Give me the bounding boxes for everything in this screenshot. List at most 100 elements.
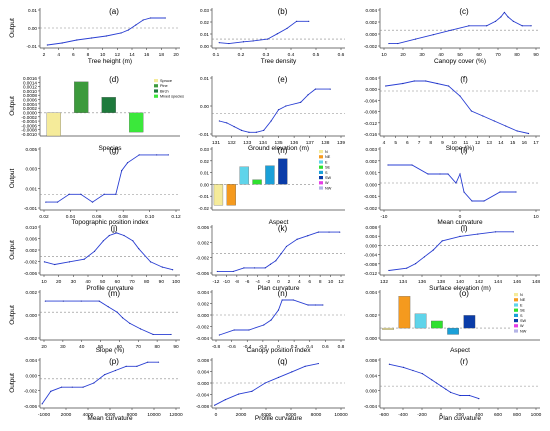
legend-label: SW bbox=[325, 176, 332, 180]
x-tick-label: 70 bbox=[136, 344, 142, 350]
data-point bbox=[157, 361, 160, 363]
x-tick-label: 15 bbox=[510, 140, 516, 146]
y-tick-label: 0.004 bbox=[198, 370, 210, 375]
x-tick-label: 10 bbox=[41, 279, 47, 285]
y-tick-label: 0.000 bbox=[366, 389, 378, 394]
x-tick-label: 6000 bbox=[105, 412, 116, 418]
x-tick-label: 13 bbox=[487, 140, 493, 146]
panel-label: (p) bbox=[109, 357, 119, 366]
legend-label: Mixed species bbox=[160, 95, 184, 99]
data-point bbox=[530, 25, 532, 27]
data-point bbox=[80, 193, 82, 195]
data-point bbox=[152, 333, 154, 336]
data-point bbox=[93, 250, 96, 252]
data-point bbox=[515, 191, 517, 193]
x-tick-label: 6000 bbox=[286, 412, 297, 418]
legend-label: S bbox=[325, 171, 328, 175]
legend-label: E bbox=[520, 303, 523, 307]
y-tick-label: 0.000 bbox=[366, 87, 378, 92]
x-tick-label: 138 bbox=[321, 140, 329, 146]
data-point bbox=[455, 182, 457, 184]
series-line bbox=[44, 232, 173, 271]
data-point bbox=[43, 261, 46, 263]
data-point bbox=[296, 238, 298, 240]
legend-swatch bbox=[319, 165, 323, 169]
panel-r: 0.008 0.004 0.000 -0.004 (r) Plan curvature -6… bbox=[364, 357, 542, 422]
x-tick-label: 16 bbox=[522, 140, 528, 146]
x-tick-label: 8 bbox=[87, 52, 90, 58]
y-tick-label: 0.002 bbox=[366, 313, 378, 318]
data-point bbox=[240, 129, 243, 131]
y-tick-label: -0.012 bbox=[364, 271, 377, 276]
data-point bbox=[277, 109, 280, 111]
y-tick-label: 0.000 bbox=[26, 313, 38, 318]
data-point bbox=[115, 193, 117, 195]
x-tick-label: 17 bbox=[533, 140, 539, 146]
x-tick-label: 11 bbox=[463, 140, 468, 146]
x-tick-label: 60 bbox=[115, 279, 121, 285]
x-tick-label: 133 bbox=[243, 140, 251, 146]
data-point bbox=[285, 245, 288, 248]
x-tick-label: -12 bbox=[213, 279, 220, 285]
data-point bbox=[471, 200, 473, 202]
x-tick-label: 134 bbox=[259, 140, 267, 146]
data-point bbox=[46, 44, 48, 46]
y-tick-label: 0.01 bbox=[28, 8, 37, 13]
data-point bbox=[264, 267, 266, 269]
x-tick-label: 136 bbox=[418, 279, 426, 285]
bar bbox=[74, 81, 89, 113]
legend-label: W bbox=[520, 324, 524, 328]
panel-label: (f) bbox=[460, 75, 468, 84]
x-tick-label: 8000 bbox=[127, 412, 138, 418]
bar bbox=[252, 179, 262, 185]
data-point bbox=[121, 317, 124, 319]
x-tick-label: -400 bbox=[398, 412, 408, 418]
data-point bbox=[270, 319, 272, 321]
y-tick-label: -0.016 bbox=[364, 132, 377, 137]
y-tick-label: 0.0016 bbox=[23, 76, 37, 81]
data-point bbox=[425, 80, 427, 82]
data-point bbox=[478, 398, 480, 400]
x-tick-label: 0.5 bbox=[313, 52, 320, 58]
data-point bbox=[493, 120, 495, 122]
data-point bbox=[292, 299, 294, 301]
y-tick-label: -0.004 bbox=[196, 336, 209, 341]
data-point bbox=[459, 235, 461, 237]
data-point bbox=[243, 267, 245, 269]
data-point bbox=[269, 263, 272, 265]
data-point bbox=[142, 19, 144, 21]
x-tick-label: -0.8 bbox=[212, 344, 221, 350]
x-tick-label: 139 bbox=[337, 140, 345, 146]
data-point bbox=[161, 266, 163, 268]
data-point bbox=[121, 170, 123, 172]
x-axis-label: Slope (%) bbox=[96, 347, 125, 354]
data-point bbox=[56, 201, 59, 203]
y-tick-label: -0.006 bbox=[196, 271, 209, 276]
data-point bbox=[414, 38, 417, 40]
data-point bbox=[263, 324, 265, 326]
legend-label: W bbox=[325, 181, 329, 185]
data-point bbox=[450, 29, 452, 31]
legend-label: SE bbox=[325, 166, 331, 170]
data-point bbox=[412, 369, 414, 372]
x-tick-label: 2000 bbox=[236, 412, 247, 418]
x-tick-label: 10 bbox=[328, 279, 334, 285]
x-axis-label: Plan curvature bbox=[258, 285, 300, 292]
data-point bbox=[83, 258, 85, 260]
data-point bbox=[512, 20, 514, 22]
legend-label: NE bbox=[520, 298, 526, 302]
data-point bbox=[54, 263, 56, 266]
data-point bbox=[304, 365, 306, 367]
data-point bbox=[253, 267, 256, 269]
x-tick-label: 4 bbox=[383, 140, 386, 146]
y-tick-label: 0.002 bbox=[26, 290, 38, 295]
legend-label: NW bbox=[325, 186, 332, 190]
y-tick-label: 0.002 bbox=[198, 302, 210, 307]
x-tick-label: 0 bbox=[215, 412, 218, 418]
data-point bbox=[218, 120, 220, 122]
y-tick-label: -0.01 bbox=[27, 44, 38, 49]
panel-label: (n) bbox=[278, 289, 288, 298]
x-tick-label: 90 bbox=[159, 279, 165, 285]
data-point bbox=[483, 200, 485, 202]
